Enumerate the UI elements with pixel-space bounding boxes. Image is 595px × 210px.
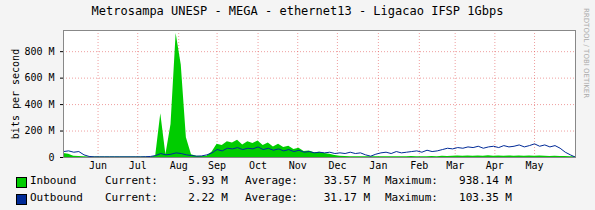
svg-text:bits per second: bits per second — [10, 49, 21, 139]
svg-text:600 M: 600 M — [24, 72, 54, 83]
html-text:Average:: Average: — [245, 191, 298, 204]
svg-text:Mar: Mar — [446, 160, 464, 171]
html-text:5.93 M: 5.93 M — [188, 174, 228, 187]
html-text:RRDTOOL / TOBI OETIKER: RRDTOOL / TOBI OETIKER — [582, 8, 590, 99]
svg-text:400 M: 400 M — [24, 99, 54, 110]
html-text:938.14 M: 938.14 M — [459, 174, 512, 187]
html-text:Inbound: Inbound — [30, 174, 77, 187]
svg-text:Jun: Jun — [89, 160, 107, 171]
svg-text:Apr: Apr — [486, 160, 504, 171]
html-text:Maximum:: Maximum: — [385, 174, 438, 187]
html-text:Average:: Average: — [245, 174, 298, 187]
html-text:31.17 M: 31.17 M — [323, 191, 370, 204]
svg-text:Nov: Nov — [289, 160, 307, 171]
html-text:Outbound: Outbound — [30, 191, 83, 204]
html-text:Current:: Current: — [105, 174, 158, 187]
svg-text:Sep: Sep — [208, 160, 226, 171]
html-text:33.57 M: 33.57 M — [323, 174, 370, 187]
svg-text:Oct: Oct — [249, 160, 267, 171]
svg-text:Feb: Feb — [410, 160, 428, 171]
svg-text:May: May — [526, 160, 544, 171]
svg-text:Dec: Dec — [328, 160, 346, 171]
html-text:Maximum:: Maximum: — [385, 191, 438, 204]
svg-text:Aug: Aug — [170, 160, 188, 171]
svg-text:800 M: 800 M — [24, 46, 54, 57]
svg-text:Jul: Jul — [129, 160, 147, 171]
html-text:Current:: Current: — [105, 191, 158, 204]
svg-text:Jan: Jan — [369, 160, 387, 171]
svg-text:200 M: 200 M — [24, 125, 54, 136]
html-text:2.22 M: 2.22 M — [188, 191, 228, 204]
html-text:103.35 M: 103.35 M — [459, 191, 512, 204]
svg-text:0: 0 — [48, 152, 54, 163]
html-text:Metrosampa UNESP - MEGA - ethe: Metrosampa UNESP - MEGA - ethernet13 - L… — [91, 4, 504, 18]
